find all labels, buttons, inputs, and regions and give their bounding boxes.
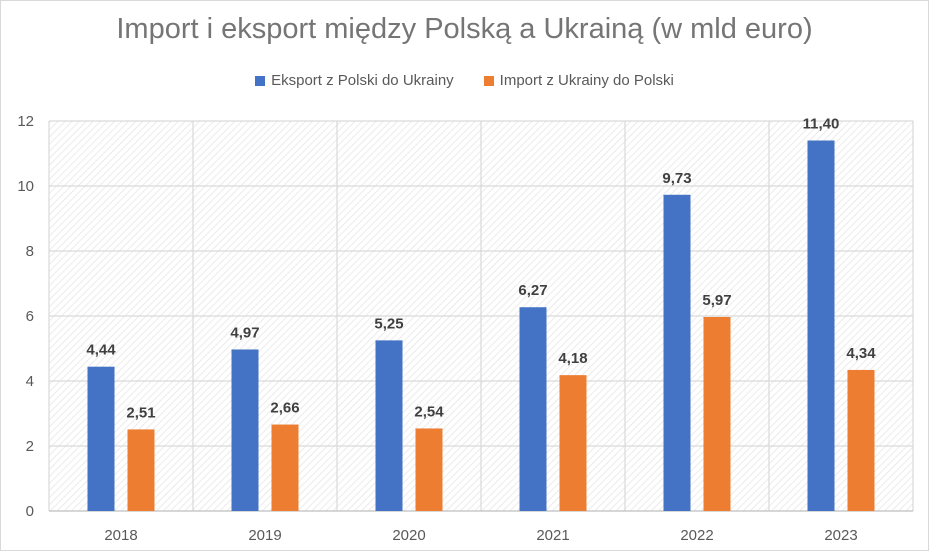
data-label: 2,54	[414, 403, 444, 420]
bar-import	[703, 316, 731, 511]
x-tick-label: 2023	[824, 527, 857, 544]
bar-import	[415, 428, 443, 511]
x-tick-label: 2018	[104, 527, 137, 544]
bar-import	[127, 429, 155, 511]
legend: Eksport z Polski do Ukrainy Import z Ukr…	[1, 72, 928, 89]
y-tick-label: 12	[17, 113, 34, 130]
data-label: 9,73	[662, 170, 691, 187]
data-label: 4,34	[846, 345, 876, 362]
bar-export	[807, 140, 835, 511]
data-label: 4,18	[558, 350, 587, 367]
y-tick-label: 10	[17, 178, 34, 195]
legend-swatch-import	[483, 75, 494, 86]
data-label: 5,97	[702, 292, 731, 309]
y-tick-label: 4	[26, 373, 34, 390]
y-tick-label: 6	[26, 308, 34, 325]
bar-export	[663, 194, 691, 511]
bar-import	[847, 369, 875, 511]
bar-import	[271, 424, 299, 511]
y-tick-label: 8	[26, 243, 34, 260]
bar-export	[87, 366, 115, 511]
bar-export	[519, 307, 547, 511]
y-tick-label: 2	[26, 438, 34, 455]
legend-item-import: Import z Ukrainy do Polski	[483, 72, 674, 89]
x-tick-label: 2020	[392, 527, 425, 544]
data-label: 4,97	[230, 324, 259, 341]
data-label: 5,25	[374, 315, 403, 332]
bar-export	[375, 340, 403, 511]
x-tick-label: 2022	[680, 527, 713, 544]
x-tick-label: 2019	[248, 527, 281, 544]
bar-import	[559, 375, 587, 511]
data-label: 2,66	[270, 400, 299, 417]
chart-title: Import i eksport między Polską a Ukrainą…	[116, 13, 813, 45]
y-tick-label: 0	[26, 503, 34, 520]
data-label: 6,27	[518, 282, 547, 299]
legend-label-export: Eksport z Polski do Ukrainy	[271, 72, 454, 89]
data-label: 4,44	[86, 342, 116, 359]
data-label: 2,51	[126, 404, 155, 421]
data-label: 11,40	[803, 116, 840, 133]
bar-export	[231, 349, 259, 511]
x-tick-label: 2021	[536, 527, 569, 544]
legend-label-import: Import z Ukrainy do Polski	[499, 72, 674, 89]
legend-swatch-export	[255, 75, 266, 86]
legend-item-export: Eksport z Polski do Ukrainy	[255, 72, 454, 89]
